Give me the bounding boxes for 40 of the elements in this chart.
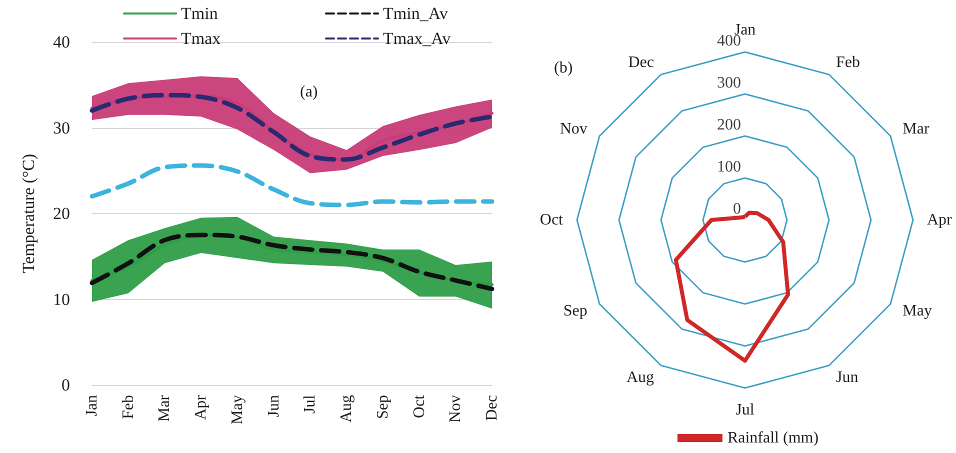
- spoke-label: Apr: [927, 212, 953, 228]
- spoke-label: Aug: [626, 369, 654, 386]
- x-tick-label: Feb: [120, 395, 137, 419]
- x-tick-label: Jan: [84, 395, 100, 416]
- spoke-label: Feb: [836, 54, 860, 71]
- legend-label: Tmax: [181, 29, 222, 48]
- line-series: [90, 163, 494, 208]
- x-tick-label: Jun: [265, 395, 282, 418]
- y-axis-title: Temperature (°C): [19, 154, 38, 274]
- spoke-label: Mar: [902, 120, 930, 138]
- legend-label: Tmin_Av: [383, 4, 448, 23]
- x-tick-label: Nov: [447, 395, 464, 423]
- x-tick-label: Aug: [338, 395, 356, 423]
- spoke-label: Nov: [560, 120, 588, 138]
- y-tick-label: 30: [53, 118, 70, 138]
- legend-label: Rainfall (mm): [727, 430, 819, 446]
- spoke-label: Oct: [540, 212, 564, 228]
- legend-label: Tmin: [181, 4, 218, 23]
- x-tick-label: Apr: [192, 394, 210, 420]
- x-tick-label: Dec: [484, 395, 500, 421]
- x-tick-label: Sep: [374, 395, 392, 419]
- y-tick-label: 300: [717, 74, 741, 92]
- y-tick-label: 0: [62, 376, 70, 394]
- y-tick-label: 10: [53, 290, 70, 309]
- y-tick-label: 20: [53, 204, 70, 223]
- text: (b): [554, 60, 573, 76]
- spoke-label: Jun: [836, 369, 858, 386]
- y-tick-label: 0: [733, 200, 741, 218]
- spoke-label: Sep: [563, 302, 588, 320]
- y-tick-label: 200: [717, 116, 741, 134]
- x-tick-label: May: [228, 395, 246, 424]
- annotation: (a): [300, 84, 318, 100]
- legend-label: Tmax_Av: [383, 29, 452, 48]
- spoke-label: May: [902, 302, 932, 320]
- y-tick-label: 40: [53, 32, 70, 52]
- y-tick-label: 100: [717, 158, 741, 176]
- x-tick-label: Oct: [410, 394, 428, 418]
- x-tick-label: Mar: [156, 394, 174, 422]
- spoke-label: Dec: [628, 54, 654, 71]
- x-tick-label: Jul: [302, 394, 319, 414]
